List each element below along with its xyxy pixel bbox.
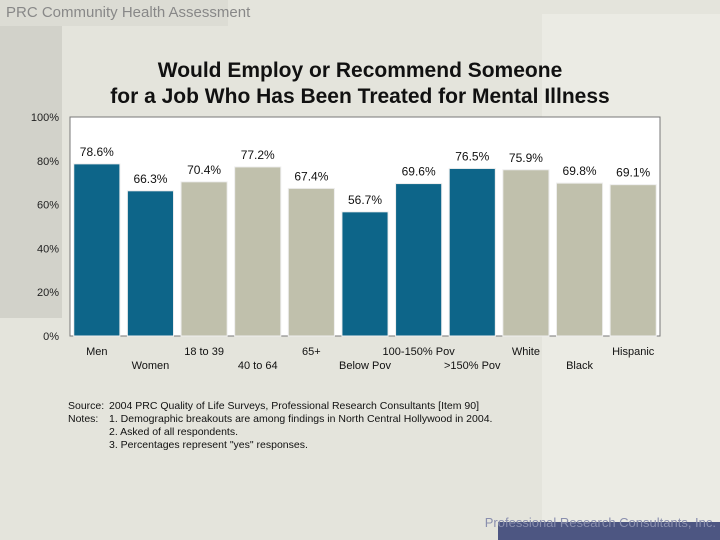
bar xyxy=(448,167,496,337)
x-category-label: Hispanic xyxy=(612,346,655,358)
bar xyxy=(609,184,657,337)
bar-chart: 0% 20% 40% 60% 80% 100% 78.6% Men 66.3% Women 70.4… xyxy=(31,112,661,372)
background-panel-left xyxy=(0,0,62,318)
bar-value-label: 67.4% xyxy=(294,169,328,183)
x-category-label: 18 to 39 xyxy=(184,346,224,358)
bar-value-label: 69.1% xyxy=(616,166,650,180)
source-label: Source: xyxy=(68,400,105,412)
bar xyxy=(287,187,335,337)
bar xyxy=(395,183,443,337)
y-tick-label: 0% xyxy=(43,331,59,343)
bar xyxy=(502,169,550,337)
chart-title: Would Employ or Recommend Someone for a … xyxy=(40,58,680,110)
x-category-label: 40 to 64 xyxy=(238,360,278,372)
bar-value-label: 69.8% xyxy=(563,164,597,178)
x-category-label: Below Pov xyxy=(339,360,391,372)
notes-label: Notes: xyxy=(68,413,99,425)
x-category-label: White xyxy=(512,346,540,358)
y-tick-label: 20% xyxy=(37,287,59,299)
bar-value-label: 75.9% xyxy=(509,151,543,165)
footer-bar xyxy=(498,522,720,540)
note-1: 1. Demographic breakouts are among findi… xyxy=(109,413,493,425)
chart-title-line2: for a Job Who Has Been Treated for Menta… xyxy=(110,85,610,108)
header-title: PRC Community Health Assessment xyxy=(0,0,250,26)
bar xyxy=(180,181,228,337)
x-category-label: Women xyxy=(132,360,170,372)
bar-value-label: 66.3% xyxy=(133,172,167,186)
note-3: 3. Percentages represent "yes" responses… xyxy=(109,439,308,451)
x-category-label: 65+ xyxy=(302,346,321,358)
y-tick-label: 40% xyxy=(37,243,59,255)
bar xyxy=(126,190,175,337)
y-tick-label: 100% xyxy=(31,112,59,124)
bar xyxy=(73,163,121,337)
source-text: 2004 PRC Quality of Life Surveys, Profes… xyxy=(109,400,480,412)
chart-notes: Source: 2004 PRC Quality of Life Surveys… xyxy=(68,400,588,452)
bar-value-label: 76.5% xyxy=(455,149,489,163)
bar-value-label: 77.2% xyxy=(241,148,275,162)
x-category-label: Black xyxy=(566,360,593,372)
y-tick-label: 60% xyxy=(37,200,59,212)
bar-value-label: 56.7% xyxy=(348,193,382,207)
bar-value-label: 69.6% xyxy=(402,165,436,179)
footer-text: Professional Research Consultants, Inc. xyxy=(484,515,716,530)
x-category-label: Men xyxy=(86,346,107,358)
bar-value-label: 78.6% xyxy=(80,145,114,159)
note-2: 2. Asked of all respondents. xyxy=(109,426,238,438)
y-tick-label: 80% xyxy=(37,156,59,168)
bar xyxy=(555,182,604,337)
x-category-label: 100-150% Pov xyxy=(383,346,456,358)
chart-title-line1: Would Employ or Recommend Someone xyxy=(157,59,563,82)
bar-value-label: 70.4% xyxy=(187,163,221,177)
x-category-label: >150% Pov xyxy=(444,360,501,372)
bar xyxy=(341,211,389,337)
bar xyxy=(234,166,282,337)
